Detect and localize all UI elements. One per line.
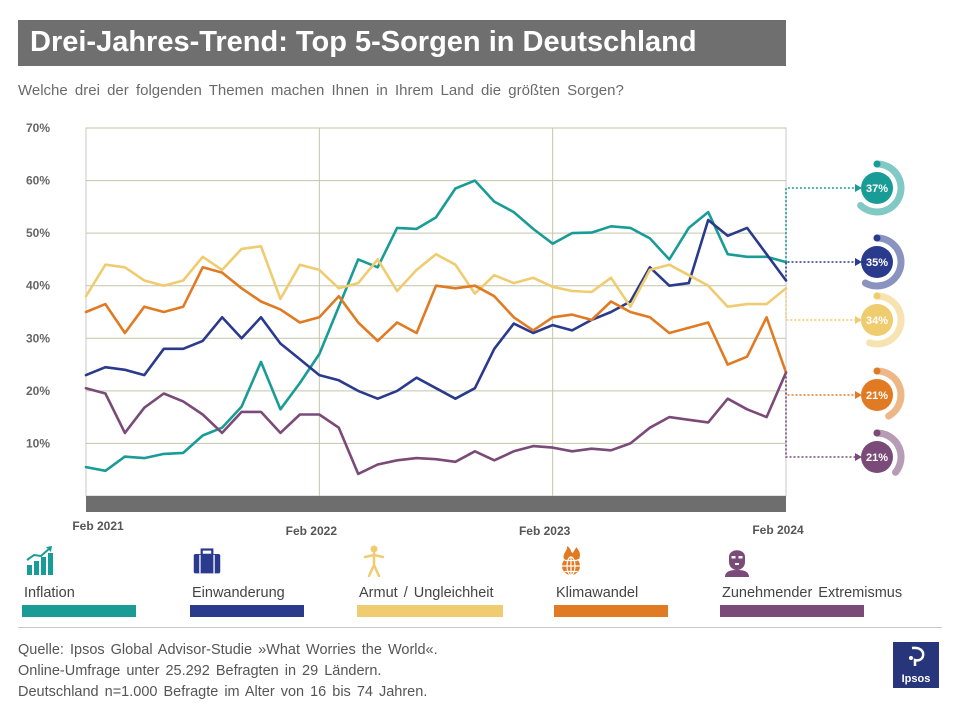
source-line-1: Quelle: Ipsos Global Advisor-Studie »Wha… (18, 642, 438, 658)
burning-globe-icon (562, 546, 580, 576)
legend-label: Armut / Ungleichheit (359, 585, 494, 601)
y-tick-label: 40% (26, 279, 50, 293)
callout-ring (861, 234, 905, 290)
callout-ring-dot (873, 429, 881, 437)
callout-badge (861, 441, 893, 473)
series-line-inflation (84, 179, 788, 473)
logo-mark-icon (909, 646, 925, 666)
series-line-armut-ungleichheit (84, 245, 788, 309)
series-line-zunehmender-extremismus (84, 371, 788, 476)
legend-label: Inflation (24, 585, 75, 601)
y-tick-label: 70% (26, 121, 50, 135)
callout-badge (861, 304, 893, 336)
callout-ring-dot (873, 160, 881, 168)
callout-ring-dot (873, 367, 881, 375)
callout-value-label: 21% (866, 390, 888, 402)
masked-person-icon (725, 550, 749, 577)
callout-badge (861, 172, 893, 204)
source-note: Quelle: Ipsos Global Advisor-Studie »Wha… (18, 640, 438, 703)
callout-arrowhead (855, 391, 862, 399)
callout-value-label: 34% (866, 315, 888, 327)
legend-swatch (720, 605, 864, 617)
y-tick-label: 60% (26, 174, 50, 188)
x-tick-label: Feb 2024 (752, 523, 804, 537)
callout-arrowhead (855, 316, 862, 324)
x-tick-label: Feb 2021 (72, 519, 124, 533)
legend-swatch (190, 605, 304, 617)
callout-badge (861, 246, 893, 278)
chart-subtitle: Welche drei der folgenden Themen machen … (18, 82, 624, 99)
callout-value-label: 21% (866, 452, 888, 464)
callout-ring (857, 160, 905, 216)
bar-chart-icon (26, 546, 53, 575)
x-axis-band (86, 496, 786, 512)
y-tick-label: 50% (26, 226, 50, 240)
plot-frame (85, 127, 787, 497)
page-title: Drei-Jahres-Trend: Top 5-Sorgen in Deuts… (30, 26, 697, 58)
y-tick-label: 20% (26, 384, 50, 398)
legend-swatch (357, 605, 503, 617)
callout-badge (861, 379, 893, 411)
x-tick-label: Feb 2022 (286, 524, 338, 538)
callout-value-label: 37% (866, 183, 888, 195)
legend-label: Zunehmender Extremismus (722, 585, 903, 601)
logo-text: Ipsos (901, 673, 931, 685)
callout-ring (873, 367, 905, 420)
legend-label: Klimawandel (556, 585, 639, 601)
callout-ring-dot (873, 292, 881, 300)
y-tick-label: 10% (26, 436, 50, 450)
callout-connector (785, 372, 857, 396)
y-tick-label: 30% (26, 331, 50, 345)
series-line-klimawandel (84, 265, 788, 374)
callout-connector (785, 187, 857, 263)
suitcase-icon (193, 548, 221, 574)
callout-ring (873, 429, 905, 476)
x-tick-label: Feb 2023 (519, 524, 571, 538)
callout-connector (785, 372, 857, 458)
callout-connector (785, 288, 857, 321)
divider (18, 627, 942, 628)
callout-arrowhead (855, 453, 862, 461)
series-line-einwanderung (84, 218, 788, 401)
callout-ring (866, 292, 905, 348)
source-line-3: Deutschland n=1.000 Befragte im Alter vo… (18, 684, 428, 700)
callout-value-label: 35% (866, 257, 888, 269)
ipsos-logo: Ipsos (893, 642, 939, 688)
source-line-2: Online-Umfrage unter 25.292 Befragten in… (18, 663, 382, 679)
legend-swatch (554, 605, 668, 617)
callout-arrowhead (855, 258, 862, 266)
person-icon (363, 545, 385, 577)
legend-swatch (22, 605, 136, 617)
legend-label: Einwanderung (192, 585, 285, 601)
callout-ring-dot (873, 234, 881, 242)
callout-connector (785, 261, 857, 281)
callout-arrowhead (855, 184, 862, 192)
title-bar: Drei-Jahres-Trend: Top 5-Sorgen in Deuts… (18, 20, 786, 66)
